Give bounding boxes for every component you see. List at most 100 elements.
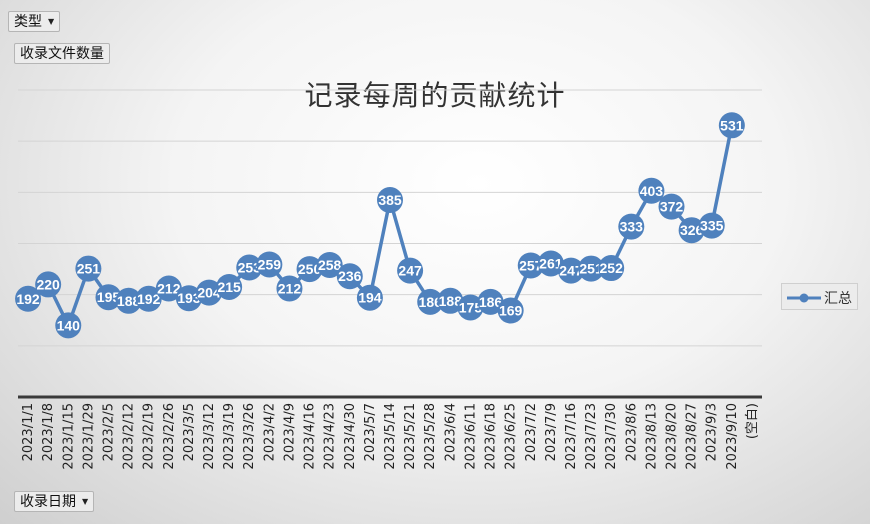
x-tick-label: 2023/7/2 xyxy=(524,403,539,461)
x-tick-label: 2023/3/5 xyxy=(182,403,197,461)
data-label: 333 xyxy=(620,219,644,235)
data-label: 192 xyxy=(16,291,40,307)
data-point xyxy=(256,251,283,278)
data-point xyxy=(678,217,705,244)
x-tick-label: 2023/6/18 xyxy=(484,403,499,470)
data-label: 335 xyxy=(700,218,724,234)
chart-legend[interactable]: 汇总 xyxy=(781,283,858,310)
dropdown-arrow-icon[interactable]: ▼ xyxy=(48,17,55,26)
x-tick-label: 2023/4/23 xyxy=(323,403,338,470)
type-filter-button[interactable]: 类型 ▼ xyxy=(8,11,61,32)
data-point xyxy=(356,284,383,311)
data-point xyxy=(316,251,343,278)
x-tick-label: 2023/6/25 xyxy=(504,403,519,470)
data-label: 193 xyxy=(177,290,201,306)
data-label: 261 xyxy=(539,255,563,271)
data-label: 169 xyxy=(499,303,523,319)
x-tick-label: 2023/7/30 xyxy=(604,403,619,470)
data-point xyxy=(296,256,323,283)
date-filter-button[interactable]: 收录日期 ▼ xyxy=(14,491,95,512)
x-tick-label: 2023/3/12 xyxy=(202,403,217,470)
x-tick-label: 2023/4/30 xyxy=(343,403,358,470)
data-label: 251 xyxy=(579,261,603,277)
x-tick-label: 2023/8/6 xyxy=(624,403,639,461)
data-point xyxy=(75,255,102,282)
value-field-button[interactable]: 收录文件数量 xyxy=(14,43,110,64)
x-tick-label: 2023/5/21 xyxy=(403,403,418,470)
data-point xyxy=(135,285,162,312)
data-point xyxy=(196,279,223,306)
data-point xyxy=(175,285,202,312)
x-tick-label: 2023/7/16 xyxy=(564,403,579,470)
data-point xyxy=(517,252,544,279)
data-label: 252 xyxy=(600,260,624,276)
data-point xyxy=(417,288,444,315)
data-label: 195 xyxy=(97,289,121,305)
chart-title: 记录每周的贡献统计 xyxy=(304,79,566,112)
x-tick-label: 2023/3/19 xyxy=(222,403,237,470)
x-tick-label: 2023/9/10 xyxy=(725,403,740,470)
x-tick-label: 2023/2/19 xyxy=(142,403,157,470)
data-label: 326 xyxy=(680,222,704,238)
data-point xyxy=(557,257,584,284)
x-tick-label: 2023/1/29 xyxy=(81,403,96,470)
data-point xyxy=(336,263,363,290)
data-point xyxy=(578,255,605,282)
value-field-label: 收录文件数量 xyxy=(20,46,104,62)
x-tick-label: 2023/8/27 xyxy=(685,403,700,470)
x-tick-label: 2023/4/2 xyxy=(262,403,277,461)
data-point xyxy=(658,193,685,220)
data-label: 204 xyxy=(197,285,221,301)
data-point xyxy=(95,284,122,311)
data-label: 253 xyxy=(238,260,262,276)
data-label: 175 xyxy=(459,299,483,315)
data-label: 215 xyxy=(217,279,241,295)
data-point xyxy=(236,254,263,281)
data-point xyxy=(477,288,504,315)
x-tick-label: 2023/8/20 xyxy=(665,403,680,470)
x-tick-label: 2023/2/12 xyxy=(122,403,137,470)
data-point xyxy=(457,294,484,321)
data-point xyxy=(598,255,625,282)
data-label: 257 xyxy=(519,258,543,274)
x-tick-label: 2023/2/5 xyxy=(101,403,116,461)
x-tick-label: 2023/1/8 xyxy=(41,403,56,461)
x-tick-label: 2023/6/11 xyxy=(463,403,478,470)
data-label: 212 xyxy=(157,281,181,297)
x-tick-label: 2023/2/26 xyxy=(162,403,177,470)
x-tick-label: 2023/8/13 xyxy=(644,403,659,470)
x-tick-label: 2023/5/7 xyxy=(363,403,378,461)
data-label: 220 xyxy=(36,276,60,292)
x-tick-label: 2023/7/9 xyxy=(544,403,559,461)
data-label: 259 xyxy=(258,256,282,272)
data-label: 258 xyxy=(318,257,342,273)
data-label: 372 xyxy=(660,199,684,215)
data-point xyxy=(718,112,745,139)
date-filter-label: 收录日期 xyxy=(20,494,76,510)
data-point xyxy=(276,275,303,302)
data-label: 188 xyxy=(439,293,463,309)
data-point xyxy=(397,257,424,284)
data-label: 385 xyxy=(378,192,402,208)
data-label: 247 xyxy=(398,263,422,279)
x-tick-label: 2023/1/15 xyxy=(61,403,76,470)
data-point xyxy=(698,212,725,239)
data-point xyxy=(115,287,142,314)
type-filter-label: 类型 xyxy=(14,14,42,30)
x-tick-label: 2023/4/9 xyxy=(282,403,297,461)
data-label: 186 xyxy=(419,294,443,310)
x-tick-label: 2023/7/23 xyxy=(584,403,599,470)
dropdown-arrow-icon[interactable]: ▼ xyxy=(82,497,89,506)
data-point xyxy=(618,213,645,240)
data-label: 192 xyxy=(137,291,161,307)
data-label: 194 xyxy=(358,290,382,306)
x-tick-label: 2023/4/16 xyxy=(303,403,318,470)
data-label: 247 xyxy=(559,263,583,279)
data-point xyxy=(437,287,464,314)
legend-marker-icon xyxy=(787,293,821,303)
data-point xyxy=(216,273,243,300)
data-point xyxy=(55,312,82,339)
data-point xyxy=(638,177,665,204)
data-label: 188 xyxy=(117,293,141,309)
